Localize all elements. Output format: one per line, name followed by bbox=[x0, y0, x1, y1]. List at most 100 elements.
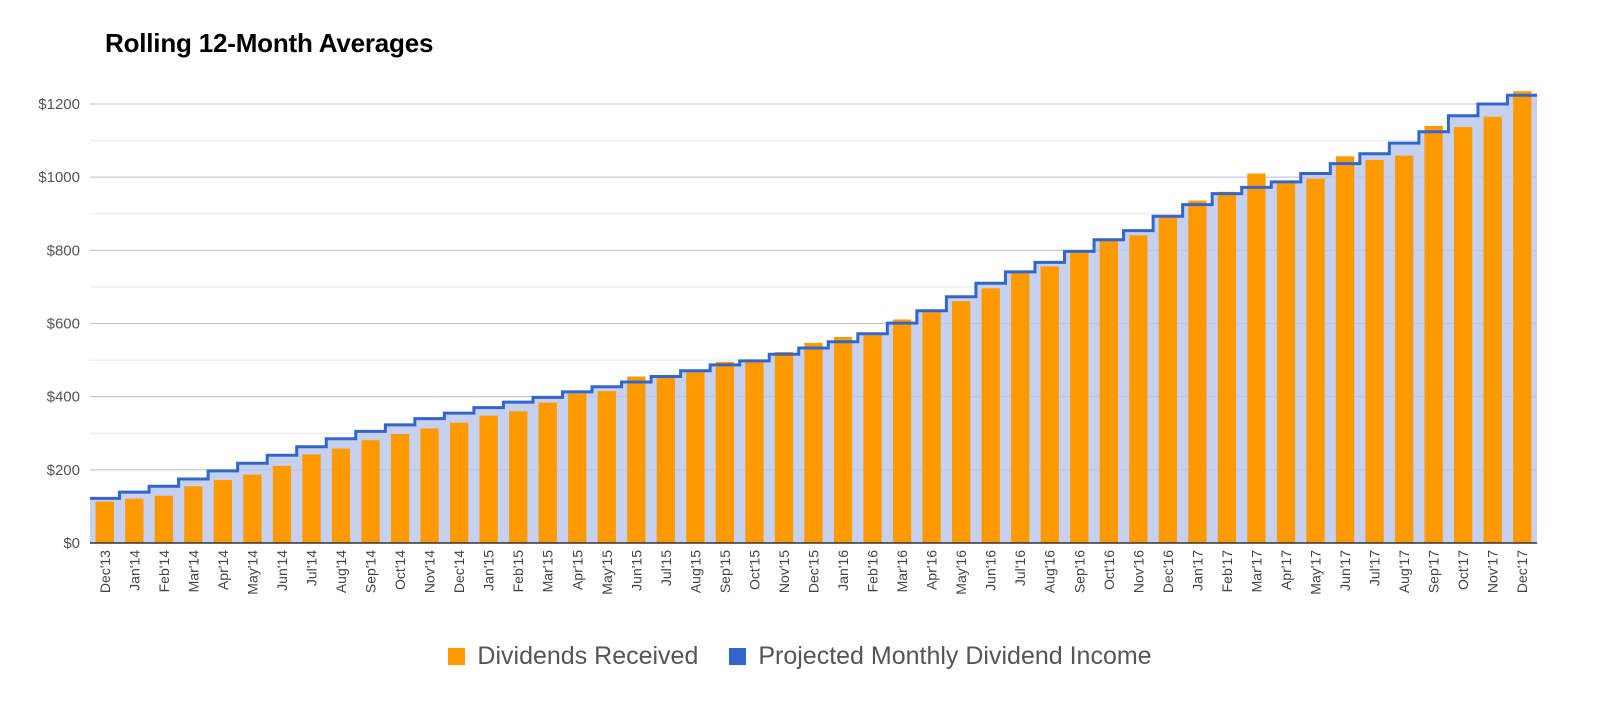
bar-dividends-received bbox=[951, 301, 971, 543]
bar-dividends-received bbox=[479, 415, 498, 543]
bar-dividends-received bbox=[627, 376, 646, 543]
x-tick-label: Dec'15 bbox=[806, 550, 822, 593]
y-tick-label: $400 bbox=[47, 389, 80, 406]
bar-dividends-received bbox=[154, 495, 173, 543]
y-tick-label: $0 bbox=[63, 535, 80, 552]
bar-dividends-received bbox=[774, 352, 794, 543]
bar-dividends-received bbox=[1394, 155, 1414, 543]
bar-dividends-received bbox=[184, 486, 203, 543]
x-tick-label: Feb'14 bbox=[156, 550, 172, 593]
bar-dividends-received bbox=[95, 501, 114, 543]
bar-dividends-received bbox=[420, 428, 439, 543]
x-tick-label: Nov'15 bbox=[776, 550, 792, 593]
x-tick-label: Nov'16 bbox=[1130, 550, 1146, 593]
x-tick-label: Jan'14 bbox=[126, 550, 142, 591]
bar-dividends-received bbox=[568, 393, 587, 543]
x-tick-label: Jul'16 bbox=[1012, 550, 1028, 586]
x-tick-label: Feb'17 bbox=[1219, 550, 1235, 593]
x-tick-label: Oct'15 bbox=[746, 550, 762, 590]
x-tick-label: Nov'17 bbox=[1485, 550, 1501, 593]
x-tick-label: Jan'15 bbox=[481, 550, 497, 591]
bar-dividends-received bbox=[1365, 159, 1384, 543]
bar-dividends-received bbox=[1483, 116, 1502, 543]
bar-dividends-received bbox=[1513, 91, 1532, 543]
legend-label: Projected Monthly Dividend Income bbox=[758, 642, 1152, 670]
x-tick-label: Apr'16 bbox=[924, 550, 940, 590]
legend-label: Dividends Received bbox=[477, 642, 699, 670]
bar-dividends-received bbox=[509, 411, 528, 543]
bar-dividends-received bbox=[1099, 239, 1118, 543]
x-tick-label: Sep'17 bbox=[1426, 550, 1442, 593]
x-tick-label: Aug'16 bbox=[1042, 550, 1058, 593]
bar-dividends-received bbox=[1335, 156, 1355, 544]
x-tick-label: Feb'16 bbox=[865, 550, 881, 593]
x-tick-label: Jun'16 bbox=[983, 550, 999, 591]
x-tick-label: Sep'14 bbox=[363, 550, 379, 593]
x-tick-label: Aug'15 bbox=[687, 550, 703, 593]
bar-dividends-received bbox=[892, 319, 912, 543]
x-tick-label: May'14 bbox=[244, 550, 260, 595]
x-tick-label: Apr'17 bbox=[1278, 550, 1294, 590]
x-tick-label: Jun'15 bbox=[628, 550, 644, 591]
bar-dividends-received bbox=[981, 288, 1000, 543]
x-tick-label: Apr'15 bbox=[569, 550, 585, 590]
x-tick-label: Jun'17 bbox=[1337, 550, 1353, 591]
y-tick-label: $1000 bbox=[38, 169, 80, 186]
bar-dividends-received bbox=[686, 369, 705, 543]
bar-dividends-received bbox=[1306, 178, 1325, 543]
x-tick-label: Mar'16 bbox=[894, 550, 910, 593]
x-tick-label: Mar'14 bbox=[185, 550, 201, 593]
x-tick-label: Aug'14 bbox=[333, 550, 349, 593]
x-tick-label: Jan'16 bbox=[835, 550, 851, 591]
bar-dividends-received bbox=[243, 474, 262, 543]
legend-item-projected-income[interactable]: Projected Monthly Dividend Income bbox=[729, 642, 1152, 671]
bar-dividends-received bbox=[125, 498, 144, 543]
x-tick-label: Sep'15 bbox=[717, 550, 733, 593]
bar-dividends-received bbox=[1217, 191, 1237, 544]
x-tick-label: Dec'13 bbox=[97, 550, 113, 593]
y-tick-label: $800 bbox=[47, 242, 80, 259]
x-tick-label: Dec'17 bbox=[1514, 550, 1530, 593]
y-tick-label: $200 bbox=[47, 462, 80, 479]
bar-dividends-received bbox=[1276, 182, 1296, 543]
x-tick-label: Jan'17 bbox=[1189, 550, 1205, 591]
bar-dividends-received bbox=[1070, 251, 1089, 543]
bar-dividends-received bbox=[361, 440, 380, 543]
bar-dividends-received bbox=[656, 377, 676, 543]
legend-swatch-orange bbox=[448, 648, 466, 665]
bar-dividends-received bbox=[213, 480, 233, 543]
x-tick-label: May'15 bbox=[599, 550, 615, 595]
bar-dividends-received bbox=[331, 448, 351, 543]
x-tick-label: Mar'17 bbox=[1248, 550, 1264, 593]
x-tick-label: Mar'15 bbox=[540, 550, 556, 593]
bar-dividends-received bbox=[804, 342, 823, 543]
x-tick-label: Dec'16 bbox=[1160, 550, 1176, 593]
bar-dividends-received bbox=[302, 454, 321, 543]
bar-dividends-received bbox=[1188, 200, 1207, 543]
bar-dividends-received bbox=[390, 433, 410, 543]
x-tick-label: Apr'14 bbox=[215, 550, 231, 590]
projected-income-line bbox=[90, 93, 1537, 500]
x-tick-label: May'16 bbox=[953, 550, 969, 595]
bar-dividends-received bbox=[1040, 266, 1059, 543]
x-tick-label: Jul'17 bbox=[1367, 550, 1383, 586]
chart-title: Rolling 12-Month Averages bbox=[105, 28, 434, 58]
bar-dividends-received bbox=[1129, 235, 1148, 543]
y-tick-label: $600 bbox=[47, 316, 80, 333]
bar-dividends-received bbox=[745, 361, 764, 543]
x-tick-label: Nov'14 bbox=[422, 550, 438, 593]
x-tick-label: Oct'16 bbox=[1101, 550, 1117, 590]
legend: Dividends Received Projected Monthly Div… bbox=[0, 642, 1600, 672]
bar-dividends-received bbox=[1454, 127, 1473, 544]
bar-dividends-received bbox=[863, 335, 882, 543]
bar-dividends-received bbox=[538, 402, 557, 543]
x-tick-label: Sep'16 bbox=[1071, 550, 1087, 593]
chart-plot: $0 $200 $400 $600 $800 $1000 $1200 Dec'13 Jan'14… bbox=[38, 91, 1537, 595]
bar-dividends-received bbox=[1011, 273, 1030, 543]
legend-swatch-blue bbox=[729, 648, 747, 665]
legend-item-dividends-received[interactable]: Dividends Received bbox=[448, 642, 698, 671]
bar-dividends-received bbox=[597, 391, 616, 543]
bar-dividends-received bbox=[449, 422, 469, 543]
bar-dividends-received bbox=[1158, 216, 1178, 543]
x-tick-label: Oct'14 bbox=[392, 550, 408, 590]
